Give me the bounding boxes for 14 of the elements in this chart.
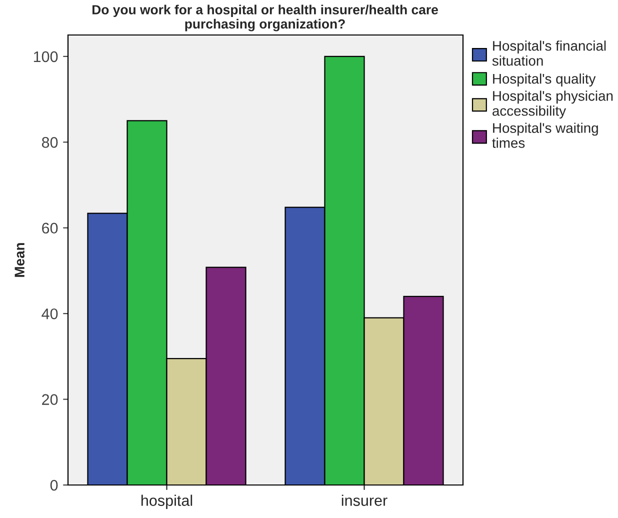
legend-label: Hospital's financial situation	[492, 40, 606, 66]
legend-label: Hospital's physician accessibility	[492, 90, 613, 119]
legend-label: Hospital's quality	[493, 74, 596, 86]
y-axis-title: Mean	[14, 243, 24, 277]
legend-label: Hospital's waiting times	[492, 122, 598, 148]
y-tick-label: 0	[50, 480, 58, 491]
y-tick-label: 100	[34, 51, 58, 62]
chart-title: Do you work for a hospital or health insurer/health care purchasing organization?	[92, 4, 438, 32]
y-tick-label: 40	[42, 308, 58, 320]
y-tick-label: 80	[42, 137, 58, 148]
x-tick-label: insurer	[342, 494, 388, 506]
y-tick-label: 20	[42, 394, 58, 405]
x-tick-label: hospital	[141, 494, 192, 509]
y-tick-label: 60	[42, 222, 58, 234]
